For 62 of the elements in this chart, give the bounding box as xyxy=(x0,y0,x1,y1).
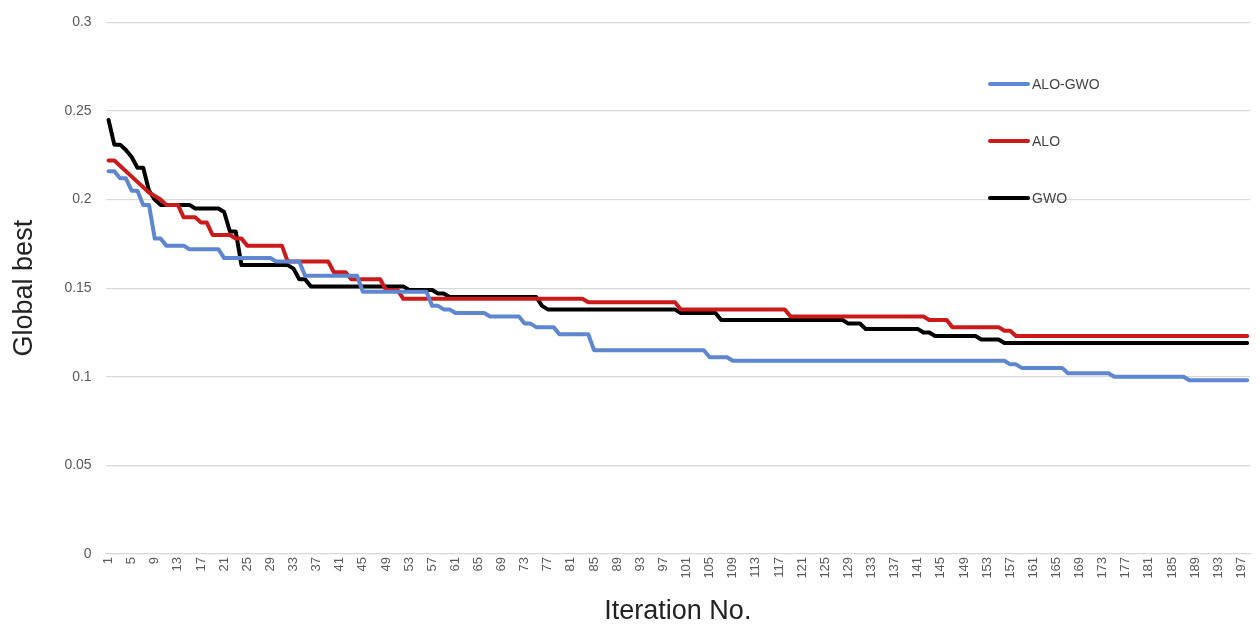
x-tick-label: 133 xyxy=(863,556,879,579)
x-tick-label: 1 xyxy=(100,556,116,565)
x-tick-label: 117 xyxy=(770,556,786,578)
x-tick-label: 33 xyxy=(285,556,301,572)
x-tick-label: 137 xyxy=(886,556,902,579)
y-tick-label: 0.15 xyxy=(64,279,92,296)
x-tick-label: 85 xyxy=(585,556,601,572)
x-tick-label: 125 xyxy=(816,556,832,579)
x-tick-label: 145 xyxy=(932,556,948,579)
y-tick-label: 0.05 xyxy=(64,456,92,473)
x-tick-label: 113 xyxy=(747,556,763,578)
x-tick-label: 77 xyxy=(539,556,555,572)
x-tick-label: 153 xyxy=(978,556,994,579)
x-tick-label: 61 xyxy=(446,556,462,572)
x-tick-label: 105 xyxy=(701,556,717,579)
y-tick-label: 0.3 xyxy=(72,13,92,30)
x-tick-label: 89 xyxy=(608,556,624,572)
x-tick-label: 97 xyxy=(654,556,670,572)
x-tick-label: 37 xyxy=(308,556,324,572)
x-tick-label: 169 xyxy=(1071,556,1087,579)
x-tick-label: 141 xyxy=(909,556,925,579)
y-tick-label: 0 xyxy=(83,544,92,561)
x-tick-label: 177 xyxy=(1117,556,1133,579)
x-tick-label: 189 xyxy=(1186,556,1202,579)
x-tick-label: 13 xyxy=(169,556,185,572)
x-tick-label: 41 xyxy=(331,556,347,572)
x-tick-label: 57 xyxy=(423,556,439,572)
x-tick-label: 181 xyxy=(1140,556,1156,579)
y-tick-label: 0.2 xyxy=(72,190,92,207)
x-tick-label: 197 xyxy=(1232,556,1248,579)
x-tick-label: 161 xyxy=(1024,556,1040,579)
x-tick-label: 17 xyxy=(192,556,208,572)
x-axis-title: Iteration No. xyxy=(604,595,752,626)
x-tick-label: 165 xyxy=(1048,556,1063,579)
legend-label: ALO xyxy=(1032,133,1061,150)
legend-label: ALO-GWO xyxy=(1032,76,1100,93)
x-tick-label: 101 xyxy=(678,556,694,579)
x-tick-label: 121 xyxy=(793,556,809,579)
x-tick-label: 193 xyxy=(1209,556,1225,579)
x-tick-label: 21 xyxy=(215,556,231,572)
x-tick-label: 173 xyxy=(1094,556,1110,579)
x-tick-label: 157 xyxy=(1001,556,1017,579)
x-tick-label: 149 xyxy=(955,556,971,579)
x-tick-label: 45 xyxy=(354,556,370,572)
x-tick-label: 65 xyxy=(470,556,486,572)
x-tick-label: 109 xyxy=(724,556,740,579)
x-tick-label: 25 xyxy=(238,556,254,572)
legend-label: GWO xyxy=(1032,190,1068,207)
x-tick-label: 69 xyxy=(493,556,509,572)
x-tick-label: 29 xyxy=(261,556,277,572)
y-tick-label: 0.25 xyxy=(64,101,92,118)
x-tick-label: 81 xyxy=(562,556,578,572)
x-tick-label: 53 xyxy=(400,556,416,572)
x-tick-label: 9 xyxy=(146,556,162,565)
x-tick-label: 185 xyxy=(1163,556,1179,579)
x-tick-label: 93 xyxy=(631,556,647,572)
y-axis-title: Global best xyxy=(7,219,38,357)
x-tick-label: 73 xyxy=(516,556,532,572)
x-tick-label: 5 xyxy=(123,556,139,565)
x-tick-label: 129 xyxy=(839,556,855,579)
x-tick-label: 49 xyxy=(377,556,393,572)
y-tick-label: 0.1 xyxy=(72,367,92,384)
